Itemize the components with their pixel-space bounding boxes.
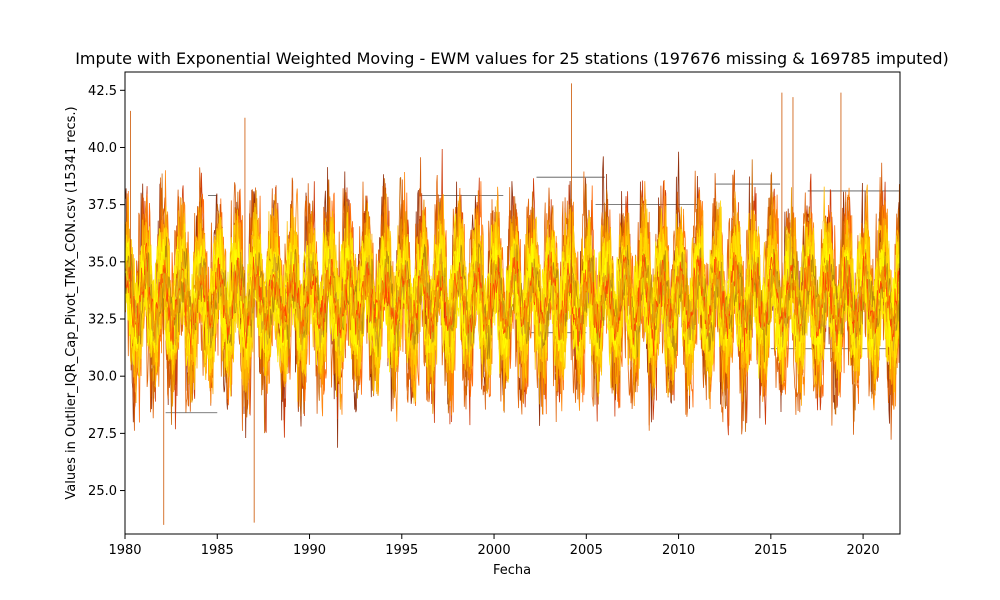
x-tick-label: 2010 <box>662 543 695 558</box>
y-tick-label: 40.0 <box>88 141 117 156</box>
x-tick-label: 1995 <box>385 543 418 558</box>
x-axis-title: Fecha <box>493 563 531 578</box>
x-tick-label: 1990 <box>293 543 326 558</box>
y-tick-label: 42.5 <box>88 84 117 99</box>
y-tick-label: 32.5 <box>88 313 117 328</box>
x-tick-label: 2015 <box>754 543 787 558</box>
y-tick-label: 30.0 <box>88 370 117 385</box>
x-tick-label: 2000 <box>478 543 511 558</box>
plot-frame <box>124 71 901 535</box>
x-tick-label: 2020 <box>847 543 880 558</box>
y-axis-title: Values in Outlier_IQR_Cap_Pivot_TMX_CON.… <box>64 106 79 499</box>
series-layer <box>125 83 900 525</box>
x-axis: 1980 1985 1990 1995 2000 2005 2010 2015 2020 <box>108 534 880 558</box>
y-tick-label: 35.0 <box>88 255 117 270</box>
chart-title: Impute with Exponential Weighted Moving … <box>75 49 949 68</box>
series-line <box>125 242 900 356</box>
x-tick-label: 1980 <box>108 543 141 558</box>
y-tick-label: 27.5 <box>88 427 117 442</box>
x-tick-label: 2005 <box>570 543 603 558</box>
x-tick-label: 1985 <box>201 543 234 558</box>
plot-area <box>124 71 901 535</box>
y-tick-label: 25.0 <box>88 484 117 499</box>
series-line <box>125 248 900 353</box>
y-tick-label: 37.5 <box>88 198 117 213</box>
y-axis: 25.0 27.5 30.0 32.5 35.0 37.5 40.0 42.5 <box>88 84 125 499</box>
